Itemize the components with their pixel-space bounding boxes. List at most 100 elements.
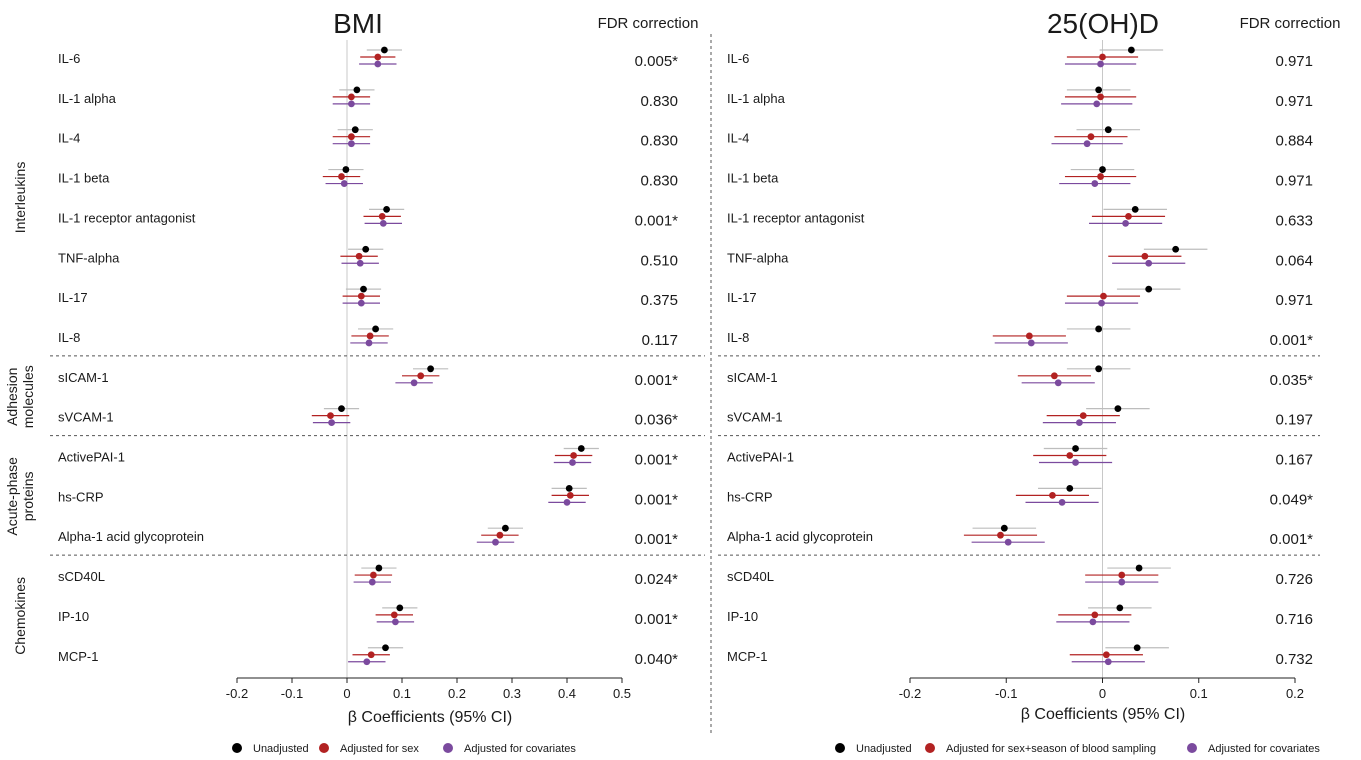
bmi-point-il-1-beta-s2 — [340, 180, 348, 187]
vitamin-d-point-il-6-s0 — [1127, 46, 1135, 54]
vitamin-d-panel: 25(OH)D FDR correction β Coefficients (9… — [727, 8, 1340, 723]
bmi-point-il-6-s0 — [381, 46, 388, 54]
bmi-fdr-value-tnf-alpha: 0.510 — [640, 252, 678, 269]
vitamin-d-point-mcp-1-s0 — [1133, 644, 1141, 652]
vitamin-d-point-activepai-1-s1 — [1066, 452, 1074, 459]
vitamin-d-point-ip-10-s2 — [1089, 618, 1097, 626]
vitamin-d-point-svcam-1-s0 — [1114, 405, 1122, 413]
bmi-point-mcp-1-s0 — [382, 644, 389, 652]
vitamin-d-point-sicam-1-s2 — [1054, 379, 1062, 387]
vitamin-d-fdr-value-scd40l: 0.726 — [1275, 571, 1313, 588]
bmi-fdr-value-ip-10: 0.001* — [635, 611, 679, 628]
vitamin-d-point-mcp-1-s1 — [1102, 651, 1110, 659]
bmi-panel-title: BMI — [333, 8, 383, 39]
vitamin-d-row-label-hs-crp: hs-CRP — [727, 489, 773, 504]
vitamin-d-row-label-il-1-receptor-antagonist: IL-1 receptor antagonist — [727, 210, 865, 225]
vitamin-d-fdr-value-il-1-beta: 0.971 — [1275, 173, 1313, 190]
vitamin-d-fdr-value-il-4: 0.884 — [1275, 133, 1313, 150]
group-label-line: Adhesion — [4, 368, 20, 426]
vitamin-d-point-il-6-s2 — [1097, 60, 1104, 68]
vitamin-d-x-tick-label: 0.2 — [1286, 686, 1304, 701]
vitamin-d-point-mcp-1-s2 — [1104, 658, 1112, 666]
bmi-row-label-hs-crp: hs-CRP — [58, 489, 104, 504]
bmi-fdr-value-il-4: 0.830 — [640, 133, 678, 150]
bmi-fdr-value-hs-crp: 0.001* — [635, 491, 679, 508]
vitamin-d-row-label-il-6: IL-6 — [727, 51, 749, 66]
bmi-point-ip-10-s0 — [396, 604, 404, 612]
vitamin-d-point-ip-10-s0 — [1116, 604, 1124, 612]
bmi-x-tick-label: 0 — [343, 686, 350, 701]
bmi-panel: BMI FDR correction β Coefficients (95% C… — [58, 8, 698, 726]
vitamin-d-fdr-value-il-8: 0.001* — [1270, 332, 1314, 349]
vitamin-d-point-il-1-beta-s1 — [1097, 173, 1104, 180]
vitamin-d-point-hs-crp-s0 — [1066, 484, 1074, 492]
bmi-row-label-alpha-1-acid-glycoprotein: Alpha-1 acid glycoprotein — [58, 529, 204, 544]
group-separators — [50, 355, 1320, 556]
bmi-point-sicam-1-s1 — [417, 372, 425, 380]
bmi-point-il-6-s1 — [374, 53, 382, 61]
bmi-fdr-value-il-1-alpha: 0.830 — [640, 93, 678, 110]
bmi-row-label-sicam-1: sICAM-1 — [58, 370, 109, 385]
vitamin-d-x-tick-label: -0.2 — [899, 686, 921, 701]
vitamin-d-point-hs-crp-s2 — [1058, 498, 1066, 506]
bmi-point-ip-10-s2 — [392, 618, 399, 626]
group-label-line: Chemokines — [12, 577, 28, 655]
vitamin-d-point-il-1-beta-s0 — [1099, 166, 1106, 173]
vitamin-d-point-il-1-alpha-s0 — [1095, 86, 1103, 94]
bmi-point-tnf-alpha-s1 — [355, 252, 363, 260]
bmi-legend: Unadjusted Adjusted for sex Adjusted for c… — [232, 743, 576, 755]
vitamin-d-row-label-il-1-alpha: IL-1 alpha — [727, 91, 786, 106]
bmi-point-il-1-beta-s1 — [338, 173, 345, 180]
bmi-row-label-activepai-1: ActivePAI-1 — [58, 450, 125, 465]
vitamin-d-point-il-1-receptor-antagonist-s1 — [1125, 213, 1132, 220]
vitamin-d-row-label-tnf-alpha: TNF-alpha — [727, 250, 789, 265]
group-label-chemokines: Chemokines — [12, 577, 28, 655]
bmi-x-tick-label: -0.1 — [281, 686, 303, 701]
bmi-point-tnf-alpha-s2 — [356, 259, 364, 267]
vitamin-d-point-svcam-1-s1 — [1079, 412, 1087, 420]
vitamin-d-legend-marker-0 — [835, 743, 845, 753]
bmi-fdr-header: FDR correction — [598, 15, 699, 32]
vitamin-d-point-activepai-1-s0 — [1072, 445, 1079, 452]
group-label-line: proteins — [20, 471, 36, 521]
bmi-point-mcp-1-s1 — [367, 651, 375, 659]
bmi-point-sicam-1-s0 — [427, 365, 434, 373]
bmi-fdr-value-mcp-1: 0.040* — [635, 651, 679, 668]
bmi-x-axis-label: β Coefficients (95% CI) — [348, 709, 513, 726]
bmi-point-hs-crp-s2 — [563, 498, 571, 506]
vitamin-d-point-il-8-s2 — [1027, 339, 1035, 347]
vitamin-d-row-label-svcam-1: sVCAM-1 — [727, 410, 783, 425]
bmi-point-svcam-1-s2 — [328, 419, 335, 427]
bmi-point-il-1-receptor-antagonist-s0 — [383, 206, 390, 213]
bmi-fdr-value-scd40l: 0.024* — [635, 571, 679, 588]
vitamin-d-point-il-17-s1 — [1100, 292, 1107, 300]
bmi-x-tick-label: -0.2 — [226, 686, 248, 701]
vitamin-d-x-axis-label: β Coefficients (95% CI) — [1021, 706, 1186, 723]
vitamin-d-row-label-il-4: IL-4 — [727, 131, 749, 146]
vitamin-d-point-il-8-s0 — [1095, 325, 1103, 333]
bmi-point-il-1-receptor-antagonist-s1 — [378, 213, 386, 220]
vitamin-d-fdr-value-hs-crp: 0.049* — [1270, 491, 1314, 508]
bmi-fdr-value-il-17: 0.375 — [640, 292, 678, 309]
vitamin-d-point-il-6-s1 — [1099, 53, 1106, 61]
group-label-acute-phase-proteins: Acute-phaseproteins — [4, 457, 36, 536]
bmi-row-label-scd40l: sCD40L — [58, 569, 105, 584]
bmi-point-il-6-s2 — [374, 60, 382, 68]
group-label-line: Acute-phase — [4, 457, 20, 536]
vitamin-d-point-tnf-alpha-s2 — [1145, 259, 1153, 267]
vitamin-d-point-sicam-1-s1 — [1050, 372, 1058, 380]
vitamin-d-fdr-header: FDR correction — [1240, 15, 1341, 32]
vitamin-d-row-label-sicam-1: sICAM-1 — [727, 370, 778, 385]
vitamin-d-point-alpha-1-acid-glycoprotein-s2 — [1004, 538, 1012, 546]
vitamin-d-row-label-ip-10: IP-10 — [727, 609, 758, 624]
vitamin-d-fdr-value-alpha-1-acid-glycoprotein: 0.001* — [1270, 531, 1314, 548]
bmi-legend-marker-2 — [443, 743, 453, 753]
group-label-adhesion-molecules: Adhesionmolecules — [4, 365, 36, 428]
bmi-point-il-17-s1 — [357, 292, 365, 300]
vitamin-d-legend-label-1: Adjusted for sex+season of blood samplin… — [946, 743, 1156, 755]
vitamin-d-point-scd40l-s1 — [1118, 571, 1126, 579]
bmi-fdr-value-il-6: 0.005* — [635, 53, 679, 70]
bmi-point-il-8-s1 — [366, 332, 374, 340]
vitamin-d-point-scd40l-s0 — [1135, 564, 1143, 572]
bmi-point-il-4-s2 — [348, 140, 355, 148]
